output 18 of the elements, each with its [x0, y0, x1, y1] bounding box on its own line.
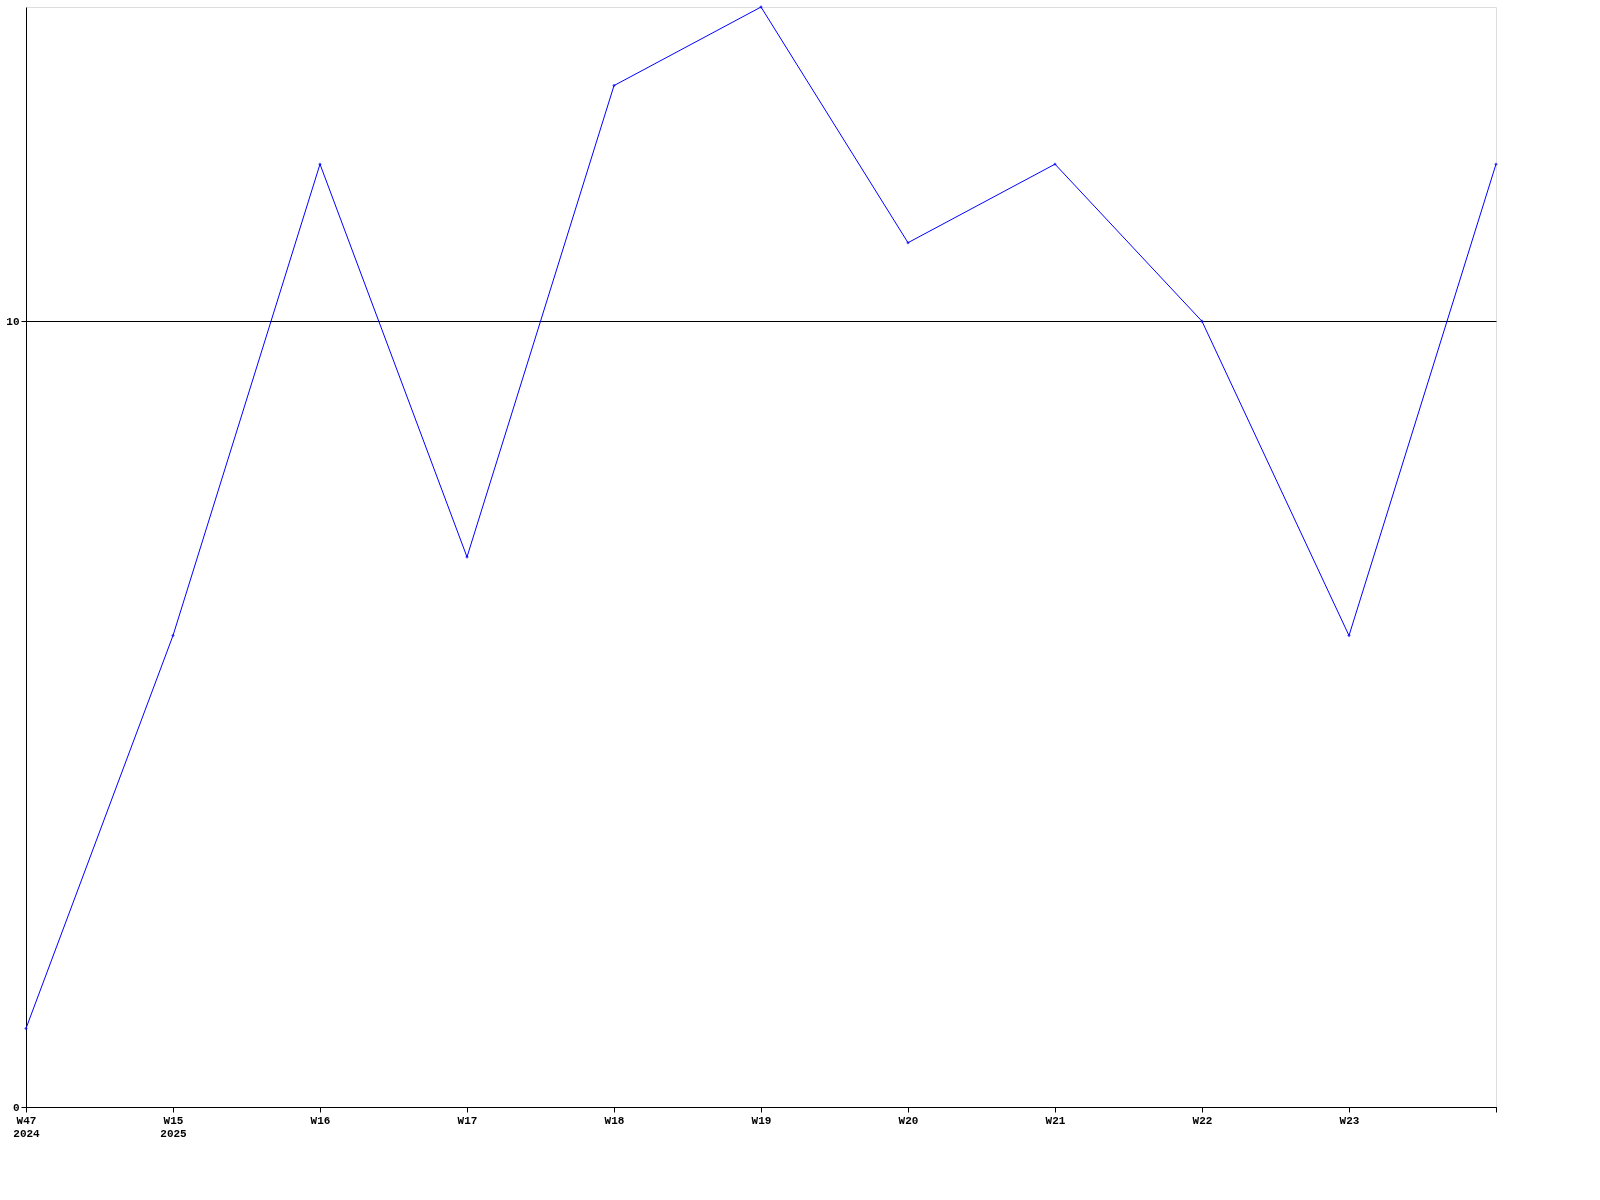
point — [171, 633, 175, 638]
point — [1347, 633, 1351, 638]
x-tick-label: W19 — [751, 1114, 772, 1127]
x-tick-label: W18 — [604, 1114, 625, 1127]
x-tick-label: W17 — [457, 1114, 478, 1127]
x-tick-label: W47 2024 — [13, 1114, 41, 1140]
y-tick-label: 0 — [12, 1101, 20, 1114]
x-tick-label: W20 — [898, 1114, 919, 1127]
x-tick-label: W22 — [1192, 1114, 1213, 1127]
x-tick-label: W16 — [310, 1114, 331, 1127]
point — [24, 1026, 28, 1031]
x-tick-label: W15 2025 — [160, 1114, 188, 1140]
x-tick-label: W21 — [1045, 1114, 1066, 1127]
x-tick-label: W23 — [1339, 1114, 1360, 1127]
point — [612, 83, 616, 88]
point — [906, 240, 910, 245]
point — [1200, 319, 1204, 324]
y-tick-label: 10 — [6, 315, 20, 328]
